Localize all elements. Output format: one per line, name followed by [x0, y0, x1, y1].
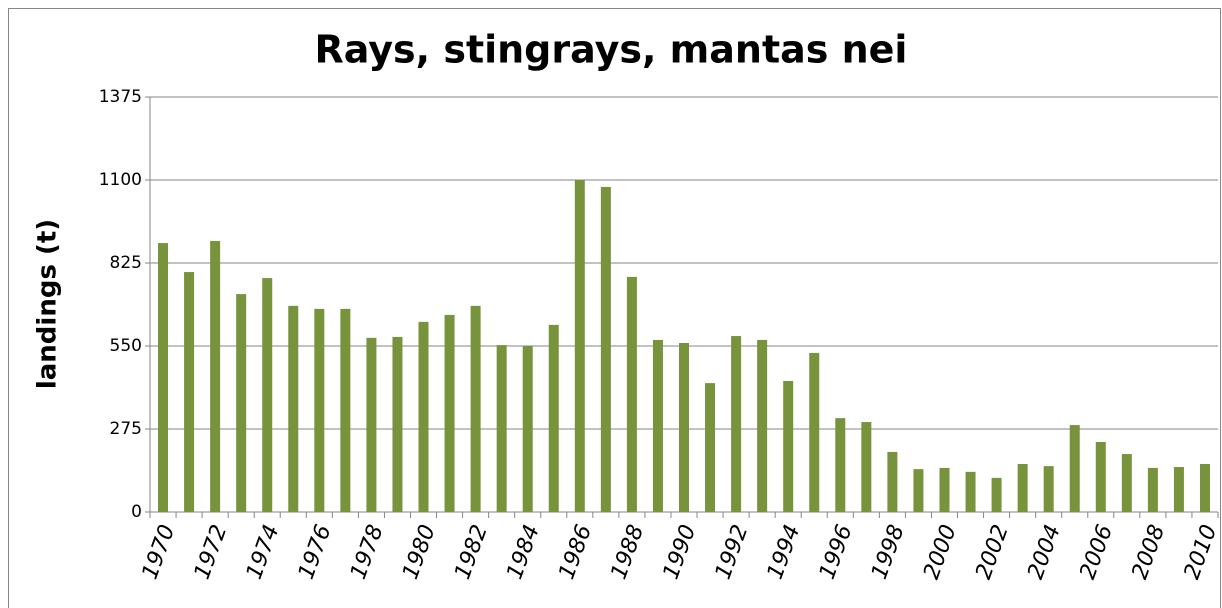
bar — [991, 477, 1002, 512]
bar — [913, 469, 924, 512]
bar — [965, 471, 976, 512]
bar — [809, 352, 820, 512]
bar — [548, 324, 559, 512]
chart-title: Rays, stingrays, mantas nei — [315, 28, 908, 72]
y-tick-label: 275 — [110, 419, 142, 439]
bar — [1121, 454, 1132, 512]
bar — [262, 278, 273, 512]
bar — [314, 308, 325, 512]
bar — [1043, 466, 1054, 512]
bar — [288, 305, 299, 512]
bar — [861, 422, 872, 512]
bar — [939, 467, 950, 512]
bar — [731, 336, 742, 512]
bar — [1199, 464, 1210, 512]
bar — [496, 345, 507, 512]
bar — [366, 337, 377, 512]
y-axis-label: landings (t) — [33, 219, 63, 389]
bar — [757, 339, 768, 512]
bar — [1147, 467, 1158, 512]
bar — [574, 180, 585, 512]
bar — [783, 381, 794, 512]
bar — [444, 314, 455, 512]
bar — [679, 342, 689, 512]
bar — [470, 305, 481, 512]
bar — [835, 418, 846, 512]
y-tick-label: 1375 — [99, 87, 142, 107]
bar — [705, 383, 716, 512]
bar — [392, 336, 403, 512]
bar — [418, 321, 429, 512]
bar — [652, 339, 663, 512]
y-tick-label: 0 — [131, 502, 142, 522]
bar — [340, 308, 351, 512]
bar — [1173, 467, 1184, 512]
bar — [887, 451, 898, 512]
bar — [158, 243, 169, 512]
bar — [1017, 464, 1028, 512]
bar — [1069, 425, 1080, 512]
bar — [1095, 441, 1106, 512]
y-tick-label: 550 — [110, 336, 142, 356]
y-tick-label: 1100 — [99, 170, 142, 190]
bar — [236, 294, 247, 512]
bar — [210, 240, 221, 512]
bar — [522, 346, 533, 512]
bar — [184, 272, 195, 512]
bar — [626, 276, 637, 512]
y-tick-label: 825 — [110, 253, 142, 273]
bar — [600, 186, 611, 512]
